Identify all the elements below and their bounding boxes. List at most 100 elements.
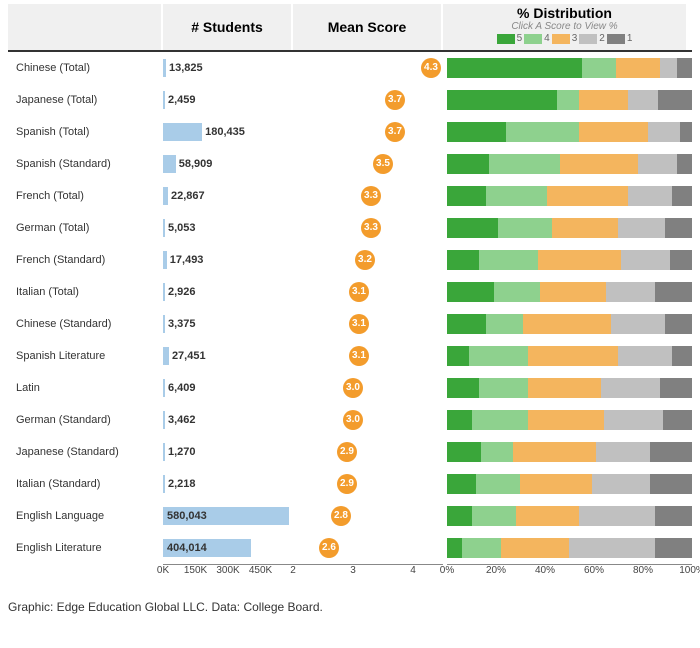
- dist-seg-5[interactable]: [447, 218, 498, 238]
- dist-seg-1[interactable]: [677, 58, 692, 78]
- dist-seg-5[interactable]: [447, 506, 472, 526]
- dist-seg-4[interactable]: [494, 282, 541, 302]
- mean-cell[interactable]: 3.3: [293, 183, 443, 209]
- dist-seg-2[interactable]: [569, 538, 655, 558]
- dist-seg-1[interactable]: [650, 442, 692, 462]
- dist-seg-5[interactable]: [447, 250, 479, 270]
- dist-cell[interactable]: [447, 410, 692, 430]
- dist-seg-3[interactable]: [579, 122, 648, 142]
- students-cell[interactable]: 3,375: [163, 311, 293, 337]
- dist-seg-5[interactable]: [447, 154, 489, 174]
- dist-seg-2[interactable]: [618, 346, 672, 366]
- dist-cell[interactable]: [447, 154, 692, 174]
- dist-seg-5[interactable]: [447, 538, 462, 558]
- dist-seg-2[interactable]: [596, 442, 650, 462]
- mean-cell[interactable]: 3.5: [293, 151, 443, 177]
- dist-seg-5[interactable]: [447, 122, 506, 142]
- dist-seg-2[interactable]: [606, 282, 655, 302]
- dist-cell[interactable]: [447, 346, 692, 366]
- students-cell[interactable]: 3,462: [163, 407, 293, 433]
- dist-cell[interactable]: [447, 442, 692, 462]
- students-cell[interactable]: 2,926: [163, 279, 293, 305]
- dist-seg-3[interactable]: [520, 474, 591, 494]
- dist-seg-5[interactable]: [447, 346, 469, 366]
- mean-cell[interactable]: 3.0: [293, 375, 443, 401]
- dist-seg-1[interactable]: [655, 538, 692, 558]
- dist-cell[interactable]: [447, 314, 692, 334]
- dist-seg-4[interactable]: [489, 154, 560, 174]
- dist-cell[interactable]: [447, 282, 692, 302]
- students-cell[interactable]: 2,218: [163, 471, 293, 497]
- dist-seg-3[interactable]: [516, 506, 580, 526]
- mean-cell[interactable]: 3.7: [293, 87, 443, 113]
- mean-cell[interactable]: 3.1: [293, 311, 443, 337]
- dist-seg-5[interactable]: [447, 186, 486, 206]
- dist-seg-3[interactable]: [540, 282, 606, 302]
- students-cell[interactable]: 17,493: [163, 247, 293, 273]
- dist-seg-4[interactable]: [479, 378, 528, 398]
- dist-seg-1[interactable]: [672, 346, 692, 366]
- dist-seg-3[interactable]: [528, 346, 619, 366]
- dist-seg-3[interactable]: [552, 218, 618, 238]
- mean-cell[interactable]: 2.9: [293, 439, 443, 465]
- dist-seg-2[interactable]: [621, 250, 670, 270]
- dist-seg-2[interactable]: [579, 506, 655, 526]
- dist-seg-3[interactable]: [523, 314, 611, 334]
- dist-seg-1[interactable]: [677, 154, 692, 174]
- dist-seg-5[interactable]: [447, 90, 557, 110]
- students-cell[interactable]: 58,909: [163, 151, 293, 177]
- dist-seg-1[interactable]: [670, 250, 692, 270]
- mean-cell[interactable]: 3.7: [293, 119, 443, 145]
- dist-seg-2[interactable]: [611, 314, 665, 334]
- dist-seg-4[interactable]: [506, 122, 580, 142]
- dist-seg-5[interactable]: [447, 58, 582, 78]
- dist-cell[interactable]: [447, 250, 692, 270]
- dist-seg-2[interactable]: [648, 122, 680, 142]
- dist-seg-2[interactable]: [601, 378, 660, 398]
- students-cell[interactable]: 22,867: [163, 183, 293, 209]
- dist-seg-1[interactable]: [660, 378, 692, 398]
- dist-cell[interactable]: [447, 90, 692, 110]
- dist-seg-5[interactable]: [447, 314, 486, 334]
- dist-seg-4[interactable]: [479, 250, 538, 270]
- students-cell[interactable]: 13,825: [163, 55, 293, 81]
- dist-seg-5[interactable]: [447, 474, 476, 494]
- legend-item-4[interactable]: 4: [524, 33, 550, 44]
- dist-seg-4[interactable]: [481, 442, 513, 462]
- dist-seg-1[interactable]: [655, 282, 692, 302]
- dist-seg-4[interactable]: [557, 90, 579, 110]
- dist-seg-5[interactable]: [447, 378, 479, 398]
- dist-seg-3[interactable]: [501, 538, 570, 558]
- dist-cell[interactable]: [447, 186, 692, 206]
- dist-seg-4[interactable]: [469, 346, 528, 366]
- dist-seg-2[interactable]: [628, 186, 672, 206]
- students-cell[interactable]: 1,270: [163, 439, 293, 465]
- dist-seg-4[interactable]: [582, 58, 616, 78]
- dist-seg-1[interactable]: [650, 474, 692, 494]
- mean-cell[interactable]: 3.1: [293, 343, 443, 369]
- mean-cell[interactable]: 4.3: [293, 55, 443, 81]
- dist-seg-1[interactable]: [658, 90, 692, 110]
- dist-seg-2[interactable]: [604, 410, 663, 430]
- dist-cell[interactable]: [447, 122, 692, 142]
- students-cell[interactable]: 6,409: [163, 375, 293, 401]
- dist-seg-3[interactable]: [579, 90, 628, 110]
- dist-seg-3[interactable]: [538, 250, 621, 270]
- legend-item-3[interactable]: 3: [552, 33, 578, 44]
- dist-seg-4[interactable]: [462, 538, 501, 558]
- dist-seg-1[interactable]: [665, 314, 692, 334]
- dist-seg-5[interactable]: [447, 442, 481, 462]
- students-cell[interactable]: 5,053: [163, 215, 293, 241]
- students-cell[interactable]: 580,043: [163, 503, 293, 529]
- students-cell[interactable]: 27,451: [163, 343, 293, 369]
- dist-seg-2[interactable]: [592, 474, 651, 494]
- dist-seg-4[interactable]: [476, 474, 520, 494]
- students-cell[interactable]: 2,459: [163, 87, 293, 113]
- dist-cell[interactable]: [447, 538, 692, 558]
- dist-seg-1[interactable]: [663, 410, 692, 430]
- dist-seg-2[interactable]: [660, 58, 677, 78]
- mean-cell[interactable]: 2.9: [293, 471, 443, 497]
- dist-seg-5[interactable]: [447, 282, 494, 302]
- dist-seg-2[interactable]: [618, 218, 665, 238]
- dist-seg-3[interactable]: [616, 58, 660, 78]
